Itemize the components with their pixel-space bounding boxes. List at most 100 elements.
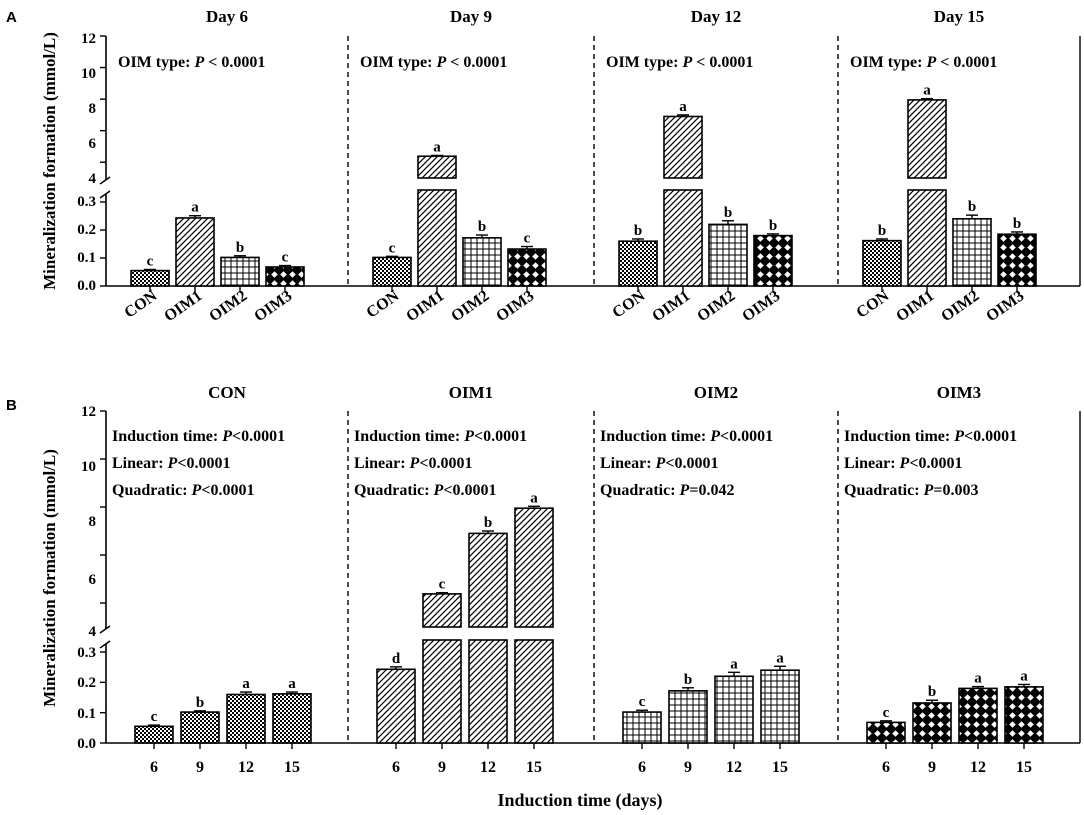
significance-letter: c [439, 577, 446, 593]
bar [180, 711, 220, 744]
bar [468, 532, 508, 628]
bar [862, 239, 902, 287]
category-label: CON [363, 287, 402, 322]
tick-label: 0.1 [77, 706, 96, 722]
significance-letter: d [392, 651, 401, 667]
bar-break-gap [906, 179, 948, 189]
bar [175, 217, 215, 287]
group-day-12: Day 12 OIM type: P < 0.0001 b CON a OIM1 b OIM2… [606, 7, 793, 325]
significance-letter: b [684, 672, 692, 688]
group-title: Day 15 [934, 7, 985, 26]
group-title: OIM3 [937, 383, 981, 402]
category-label: 12 [970, 759, 986, 776]
category-label: 12 [480, 759, 496, 776]
category-label: OIM2 [694, 287, 738, 325]
bar [462, 237, 502, 287]
bar [912, 702, 952, 744]
stat-line: Induction time: P<0.0001 [354, 428, 527, 445]
stat-line: OIM type: P < 0.0001 [850, 54, 997, 71]
stat-line: Linear: P<0.0001 [844, 455, 962, 472]
group-day-6: Day 6 OIM type: P < 0.0001 c CON a OIM1 b OIM2 c… [118, 7, 305, 325]
stat-line: Linear: P<0.0001 [354, 455, 472, 472]
category-label: OIM2 [448, 287, 492, 325]
significance-letter: a [974, 671, 982, 687]
panel-b-y-axis-label: Mineralization formation (mmol/L) [40, 449, 59, 707]
bar [226, 693, 266, 744]
group-oim3: OIM3 Induction time: P<0.0001 Linear: P<0.… [844, 383, 1044, 776]
significance-letter: a [923, 83, 931, 99]
stat-line: Linear: P<0.0001 [112, 455, 230, 472]
tick-label: 8 [89, 514, 97, 530]
group-title: CON [208, 383, 247, 402]
category-label: CON [853, 287, 892, 322]
category-label: CON [121, 287, 160, 322]
significance-letter: a [433, 139, 441, 155]
significance-letter: b [634, 223, 642, 239]
significance-letter: b [478, 219, 486, 235]
bar [514, 639, 554, 744]
tick-label: 10 [81, 459, 96, 475]
category-label: OIM1 [649, 287, 693, 325]
group-con: CON Induction time: P<0.0001 Linear: P<0.0… [112, 383, 312, 776]
stat-line: OIM type: P < 0.0001 [118, 54, 265, 71]
category-label: 12 [726, 759, 742, 776]
group-oim2: OIM2 Induction time: P<0.0001 Linear: P<0.… [600, 383, 800, 776]
category-label: 12 [238, 759, 254, 776]
axis-break-mark [99, 190, 111, 199]
bar [618, 240, 658, 287]
bar [866, 721, 906, 744]
group-title: Day 6 [206, 7, 248, 26]
significance-letter: c [524, 231, 531, 247]
panel-a-y-axis-label: Mineralization formation (mmol/L) [40, 32, 59, 290]
significance-letter: b [724, 205, 732, 221]
significance-letter: b [878, 223, 886, 239]
category-label: 15 [1016, 759, 1032, 776]
panel-a-chart: Day 6 OIM type: P < 0.0001 c CON a OIM1 b OIM2 c… [99, 7, 1081, 325]
category-label: 9 [196, 759, 204, 776]
significance-letter: a [776, 650, 784, 666]
tick-label: 4 [89, 171, 97, 187]
tick-label: 0.1 [77, 250, 96, 266]
significance-letter: c [282, 250, 289, 266]
tick-label: 0.2 [77, 222, 96, 238]
bar [220, 256, 260, 287]
significance-letter: a [1020, 668, 1028, 684]
stat-line: Induction time: P<0.0001 [844, 428, 1017, 445]
tick-label: 0.3 [77, 194, 96, 210]
significance-letter: b [196, 695, 204, 711]
bar [907, 189, 947, 287]
bar [958, 687, 998, 744]
stat-line: Quadratic: P<0.0001 [354, 482, 496, 499]
category-label: OIM3 [983, 287, 1027, 325]
significance-letter: b [769, 218, 777, 234]
significance-letter: c [883, 705, 890, 721]
significance-letter: a [288, 676, 296, 692]
stat-line: Induction time: P<0.0001 [112, 428, 285, 445]
bar [952, 218, 992, 287]
bar [376, 668, 416, 744]
bar [708, 223, 748, 287]
stat-line: Quadratic: P=0.042 [600, 482, 734, 499]
significance-letter: a [679, 99, 687, 115]
tick-label: 8 [89, 101, 97, 117]
bar [422, 639, 462, 744]
bar-break-gap [416, 179, 458, 189]
category-label: 6 [638, 759, 646, 776]
bar [514, 507, 554, 628]
tick-label: 0.2 [77, 675, 96, 691]
group-title: OIM1 [449, 383, 493, 402]
tick-label: 6 [89, 572, 97, 588]
category-label: CON [609, 287, 648, 322]
category-label: 15 [772, 759, 788, 776]
bar [760, 669, 800, 744]
axis-break-mark [99, 625, 111, 634]
category-label: OIM1 [403, 287, 447, 325]
significance-letter: b [968, 199, 976, 215]
significance-letter: b [928, 684, 936, 700]
stat-line: Quadratic: P=0.003 [844, 482, 978, 499]
bar [417, 155, 457, 179]
category-label: 9 [928, 759, 936, 776]
significance-letter: b [1013, 216, 1021, 232]
bar [663, 115, 703, 179]
tick-label: 0.3 [77, 645, 96, 661]
